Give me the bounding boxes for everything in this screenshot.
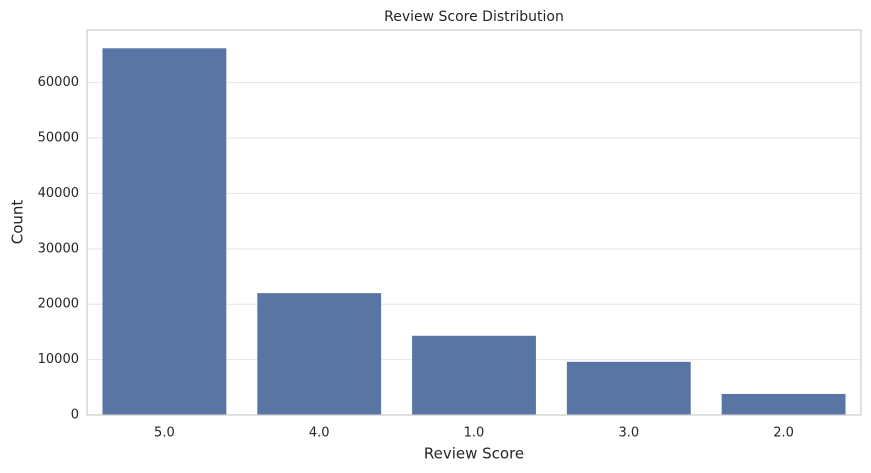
y-tick-label: 50000 xyxy=(38,131,79,146)
bar xyxy=(721,393,846,415)
y-tick-label: 30000 xyxy=(38,241,79,256)
chart-title: Review Score Distribution xyxy=(384,9,564,25)
y-tick-label: 60000 xyxy=(38,75,79,90)
y-tick-label: 10000 xyxy=(38,352,79,367)
bar xyxy=(257,293,382,415)
y-tick-label: 0 xyxy=(71,408,79,423)
y-axis-label: Count xyxy=(9,200,27,245)
x-tick-label: 5.0 xyxy=(154,426,175,441)
y-tick-label: 20000 xyxy=(38,297,79,312)
x-tick-label: 4.0 xyxy=(309,426,330,441)
x-axis-label: Review Score xyxy=(424,445,524,463)
bar xyxy=(102,48,227,415)
bar xyxy=(412,335,536,415)
plot-frame xyxy=(86,29,862,416)
x-tick-label: 2.0 xyxy=(773,426,794,441)
x-tick-label: 1.0 xyxy=(464,426,485,441)
x-tick-label: 3.0 xyxy=(618,426,639,441)
y-tick-label: 40000 xyxy=(38,186,79,201)
bar xyxy=(566,361,691,415)
